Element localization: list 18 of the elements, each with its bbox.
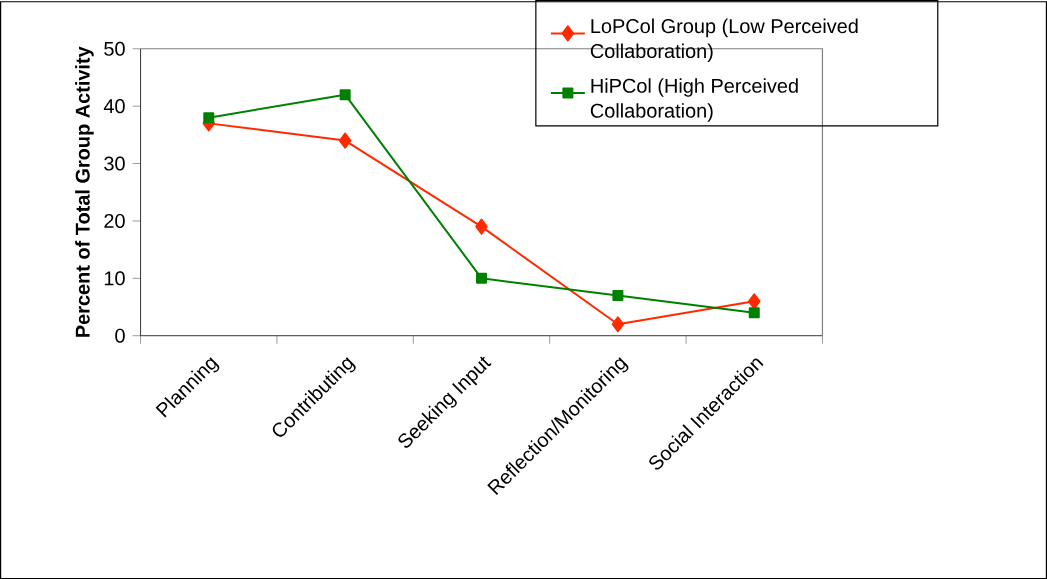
y-tick-label: 50 — [104, 41, 125, 56]
legend-label: HiPCol (High Perceived Collaboration) — [590, 78, 798, 122]
y-tick-label: 40 — [103, 98, 125, 114]
y-tick-label: 10 — [104, 271, 125, 286]
point — [748, 293, 761, 310]
point — [339, 89, 351, 101]
point — [203, 112, 215, 124]
point — [476, 272, 488, 284]
legend-label: LoPCol Group (Low Perceived Collaboration) — [590, 18, 858, 62]
point — [338, 132, 352, 149]
y-tick-label: 20 — [104, 213, 125, 228]
point — [475, 218, 488, 235]
point — [748, 307, 760, 319]
y-tick-label: 30 — [104, 156, 125, 171]
y-axis-title: Percent of Total Group Activity — [75, 46, 94, 337]
point — [611, 316, 625, 333]
y-tick-label: 0 — [115, 328, 125, 343]
point — [612, 289, 624, 301]
